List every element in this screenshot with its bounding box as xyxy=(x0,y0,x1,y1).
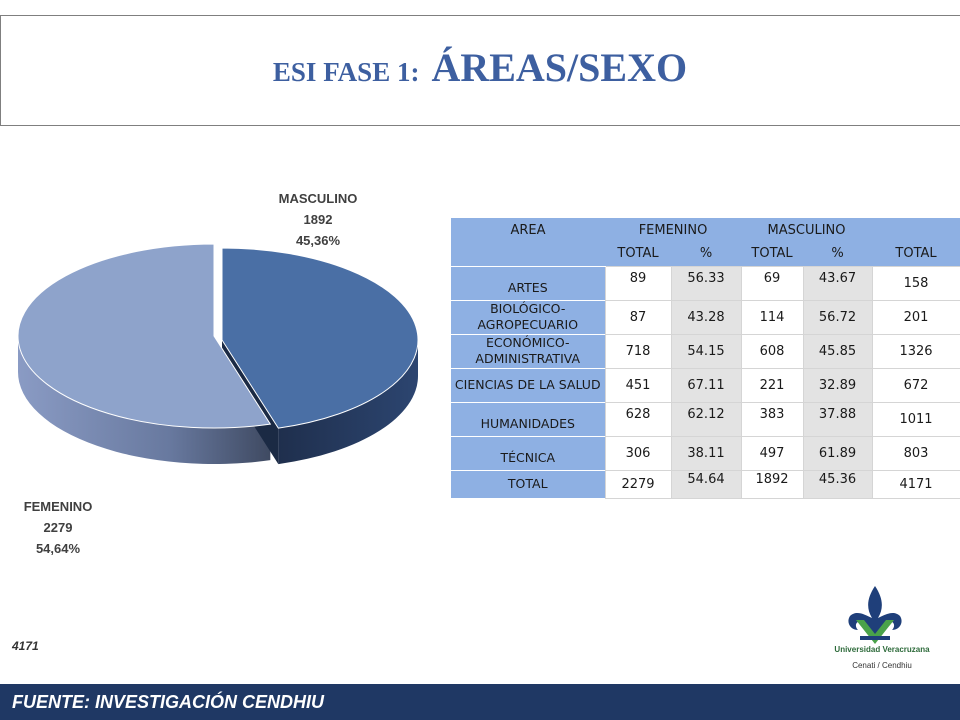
table-row-total: TOTAL 2279 54.64 1892 45.36 4171 xyxy=(451,469,960,499)
logo-name: Universidad Veracruzana xyxy=(834,645,930,654)
logo-fleur-icon xyxy=(848,586,902,634)
row-masc-pct: 32.89 xyxy=(802,367,873,403)
header-masculino: MASCULINO xyxy=(767,222,846,238)
title-box xyxy=(0,15,960,126)
label-femenino-percent: 54,64% xyxy=(35,541,81,556)
row-fem-pct: 54.15 xyxy=(670,333,742,369)
table-row: HUMANIDADES 628 62.12 383 37.88 1011 xyxy=(451,401,960,437)
row-masc-pct: 45.36 xyxy=(802,469,873,499)
slide-title: ESI FASE 1: ÁREAS/SEXO xyxy=(0,44,960,91)
label-femenino-value: 2279 xyxy=(43,520,73,535)
logo-sub: Cenati / Cendhiu xyxy=(852,661,912,670)
row-masc-pct: 37.88 xyxy=(802,401,873,437)
row-masc-pct: 43.67 xyxy=(802,265,873,301)
row-fem-pct: 54.64 xyxy=(670,469,742,499)
university-logo xyxy=(848,586,902,644)
row-area: ECONÓMICO-ADMINISTRATIVA xyxy=(451,333,605,368)
row-area: TÉCNICA xyxy=(451,435,605,470)
row-total: 201 xyxy=(871,299,960,335)
row-area: CIENCIAS DE LA SALUD xyxy=(451,367,605,402)
table-row: CIENCIAS DE LA SALUD 451 67.11 221 32.89… xyxy=(451,367,960,403)
row-area: TOTAL xyxy=(451,469,605,498)
pie-side-masculino xyxy=(278,340,418,465)
row-fem-pct: 62.12 xyxy=(670,401,742,437)
row-total: 672 xyxy=(871,367,960,403)
pie-slice-masculino xyxy=(221,247,419,429)
row-masc-pct: 45.85 xyxy=(802,333,873,369)
row-fem-pct: 67.11 xyxy=(670,367,742,403)
header-fem-pct: % xyxy=(699,246,713,262)
row-masc-total: 69 xyxy=(740,265,804,301)
row-masc-pct: 61.89 xyxy=(802,435,873,471)
row-fem-total: 718 xyxy=(604,333,672,369)
row-fem-total: 87 xyxy=(604,299,672,335)
header-total: TOTAL xyxy=(895,246,937,262)
table-header-row-1: AREA FEMENINO MASCULINO xyxy=(451,218,960,242)
table-row: ECONÓMICO-ADMINISTRATIVA 718 54.15 608 4… xyxy=(451,333,960,369)
label-masculino-name: MASCULINO xyxy=(278,191,358,206)
row-fem-total: 2279 xyxy=(604,469,672,499)
logo-v-icon xyxy=(856,620,894,644)
row-masc-total: 221 xyxy=(740,367,804,403)
row-masc-total: 114 xyxy=(740,299,804,335)
label-femenino: FEMENINO 2279 54,64% xyxy=(12,496,104,559)
row-total: 158 xyxy=(871,265,960,301)
row-fem-pct: 56.33 xyxy=(670,265,742,301)
row-fem-total: 306 xyxy=(604,435,672,471)
row-total: 1011 xyxy=(871,401,960,437)
row-area: HUMANIDADES xyxy=(451,401,605,436)
pie-layer xyxy=(17,243,419,465)
header-masc-total: TOTAL xyxy=(751,246,793,262)
row-masc-total: 608 xyxy=(740,333,804,369)
label-femenino-name: FEMENINO xyxy=(23,499,93,514)
label-masculino-value: 1892 xyxy=(303,212,333,227)
pie-chart xyxy=(17,243,419,465)
row-total: 803 xyxy=(871,435,960,471)
title-prefix: ESI FASE 1: xyxy=(272,57,420,87)
label-masculino-percent: 45,36% xyxy=(295,233,341,248)
row-fem-total: 451 xyxy=(604,367,672,403)
row-masc-total: 497 xyxy=(740,435,804,471)
total-note: 4171 xyxy=(12,639,39,653)
header-masc-pct: % xyxy=(831,246,844,262)
table-row: TÉCNICA 306 38.11 497 61.89 803 xyxy=(451,435,960,471)
row-masc-total: 1892 xyxy=(740,469,804,499)
row-fem-total: 89 xyxy=(604,265,672,301)
row-masc-total: 383 xyxy=(740,401,804,437)
row-total: 1326 xyxy=(871,333,960,369)
header-femenino: FEMENINO xyxy=(638,222,708,238)
pie-side-femenino xyxy=(18,336,271,465)
row-area: ARTES xyxy=(451,265,605,300)
row-area: BIOLÓGICO-AGROPECUARIO xyxy=(451,299,605,334)
row-total: 4171 xyxy=(871,469,960,499)
row-fem-pct: 38.11 xyxy=(670,435,742,471)
footer-source: FUENTE: INVESTIGACIÓN CENDHIU xyxy=(12,692,325,712)
table-row: ARTES 89 56.33 69 43.67 158 xyxy=(451,265,960,301)
table-row: BIOLÓGICO-AGROPECUARIO 87 43.28 114 56.7… xyxy=(451,299,960,335)
areas-table: AREA FEMENINO MASCULINO TOTAL % TOTAL % … xyxy=(451,218,960,499)
row-fem-total: 628 xyxy=(604,401,672,437)
row-fem-pct: 43.28 xyxy=(670,299,742,335)
title-main: ÁREAS/SEXO xyxy=(431,45,688,90)
table-header-row-2: TOTAL % TOTAL % TOTAL xyxy=(451,242,960,266)
label-masculino: MASCULINO 1892 45,36% xyxy=(268,188,368,251)
footer-bar: FUENTE: INVESTIGACIÓN CENDHIU xyxy=(0,682,960,720)
header-area: AREA xyxy=(510,222,546,238)
header-fem-total: TOTAL xyxy=(617,246,659,262)
row-masc-pct: 56.72 xyxy=(802,299,873,335)
pie-slice-femenino xyxy=(17,243,272,429)
